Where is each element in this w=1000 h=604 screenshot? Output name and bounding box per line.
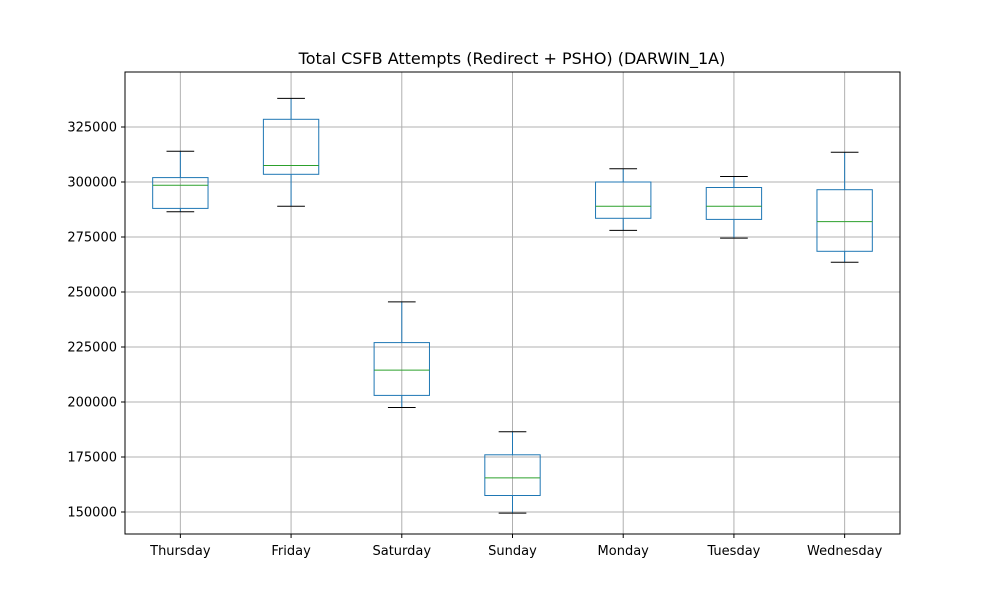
box-layer xyxy=(152,97,873,514)
box-thursday xyxy=(152,150,209,213)
x-tick-label: Wednesday xyxy=(807,544,883,559)
x-tick-label: Tuesday xyxy=(706,544,760,559)
x-tick-label: Sunday xyxy=(488,544,537,559)
box-sunday xyxy=(484,431,541,514)
y-tick-label: 150000 xyxy=(67,506,117,521)
iqr-box xyxy=(816,189,873,252)
tick-layer: 150000 175000 200000 225000 250000 275000 3000… xyxy=(67,121,882,560)
plot-frame xyxy=(124,71,901,535)
chart-title: Total CSFB Attempts (Redirect + PSHO) (D… xyxy=(298,49,726,69)
y-tick-label: 200000 xyxy=(67,396,117,411)
x-tick-label: Thursday xyxy=(149,544,211,559)
iqr-box xyxy=(705,187,763,220)
iqr-box xyxy=(595,181,652,219)
y-tick-label: 225000 xyxy=(67,341,117,356)
iqr-box xyxy=(152,177,209,209)
x-tick-label: Saturday xyxy=(372,544,431,559)
iqr-box xyxy=(373,342,430,396)
iqr-box xyxy=(484,454,541,496)
x-tick-label: Monday xyxy=(598,544,650,559)
box-tuesday xyxy=(705,176,763,239)
y-tick-label: 250000 xyxy=(67,286,117,301)
box-wednesday xyxy=(816,151,873,263)
y-tick-label: 325000 xyxy=(67,121,117,136)
box-saturday xyxy=(373,301,430,408)
box-monday xyxy=(595,168,652,231)
iqr-box xyxy=(262,118,320,175)
y-tick-label: 175000 xyxy=(67,451,117,466)
grid-layer xyxy=(125,72,900,534)
box-friday xyxy=(262,97,320,207)
y-tick-label: 275000 xyxy=(67,231,117,246)
x-tick-label: Friday xyxy=(271,544,311,559)
y-tick-label: 300000 xyxy=(67,176,117,191)
